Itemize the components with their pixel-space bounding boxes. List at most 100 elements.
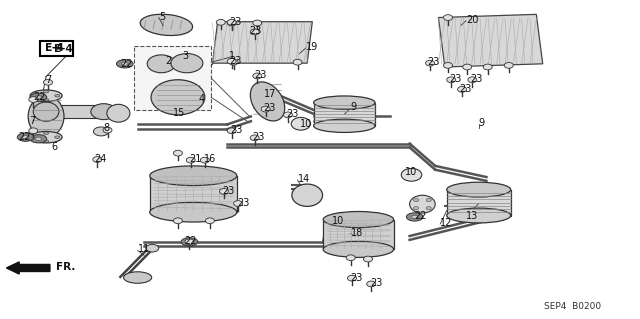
FancyArrow shape [6, 262, 50, 274]
Ellipse shape [32, 94, 37, 97]
Ellipse shape [426, 198, 431, 202]
Ellipse shape [22, 136, 29, 139]
Text: 23: 23 [470, 74, 483, 84]
Ellipse shape [147, 55, 175, 73]
Text: FR.: FR. [56, 262, 76, 272]
Ellipse shape [364, 256, 372, 262]
Text: 23: 23 [370, 278, 382, 288]
Text: 6: 6 [51, 142, 58, 152]
Ellipse shape [413, 207, 419, 210]
Ellipse shape [410, 195, 435, 213]
Text: 22: 22 [184, 236, 197, 246]
Ellipse shape [458, 86, 467, 92]
Ellipse shape [35, 137, 42, 140]
Polygon shape [438, 14, 543, 67]
Text: SEP4  B0200: SEP4 B0200 [545, 302, 602, 311]
Ellipse shape [171, 54, 203, 73]
Text: 22: 22 [33, 92, 46, 102]
Ellipse shape [30, 90, 62, 101]
Ellipse shape [447, 208, 511, 223]
Text: 23: 23 [255, 70, 267, 80]
Text: 10: 10 [404, 167, 417, 177]
Ellipse shape [426, 207, 431, 210]
Text: 5: 5 [159, 11, 165, 22]
Ellipse shape [444, 15, 452, 20]
Ellipse shape [103, 127, 112, 133]
Ellipse shape [292, 184, 323, 206]
Ellipse shape [250, 82, 285, 121]
Ellipse shape [35, 96, 42, 99]
Ellipse shape [444, 63, 452, 68]
Text: 18: 18 [351, 228, 363, 238]
Ellipse shape [44, 140, 49, 143]
Ellipse shape [323, 211, 394, 227]
Ellipse shape [28, 96, 64, 137]
Text: E-4: E-4 [45, 43, 63, 54]
Bar [40, 41, 73, 56]
Ellipse shape [200, 157, 209, 163]
Ellipse shape [220, 189, 228, 194]
Ellipse shape [227, 20, 236, 26]
Text: 23: 23 [264, 103, 276, 114]
Ellipse shape [30, 135, 47, 143]
Ellipse shape [227, 58, 236, 64]
Ellipse shape [32, 136, 37, 138]
Ellipse shape [250, 135, 259, 141]
Text: 23: 23 [351, 272, 363, 283]
Ellipse shape [261, 106, 270, 112]
Text: 11: 11 [138, 244, 150, 255]
Text: 4: 4 [198, 94, 205, 104]
Ellipse shape [234, 201, 243, 206]
Ellipse shape [30, 93, 47, 101]
Text: 12: 12 [440, 218, 452, 228]
Text: 23: 23 [223, 186, 235, 196]
Ellipse shape [468, 77, 477, 83]
Bar [314, 103, 375, 126]
Text: 9: 9 [479, 118, 485, 128]
Text: 14: 14 [298, 174, 310, 184]
Text: 10: 10 [300, 119, 312, 129]
Polygon shape [212, 22, 312, 63]
Ellipse shape [55, 136, 60, 138]
Ellipse shape [150, 202, 237, 222]
Ellipse shape [91, 104, 116, 120]
Ellipse shape [227, 128, 236, 134]
Ellipse shape [33, 102, 59, 121]
Ellipse shape [44, 99, 49, 101]
Text: 1: 1 [229, 51, 236, 61]
Text: 21: 21 [189, 154, 201, 165]
Ellipse shape [284, 112, 292, 118]
Ellipse shape [229, 59, 238, 65]
Ellipse shape [151, 80, 205, 115]
Text: 17: 17 [264, 89, 276, 99]
Text: E-4: E-4 [54, 44, 73, 55]
Text: 23: 23 [252, 132, 264, 142]
Ellipse shape [185, 239, 194, 245]
Ellipse shape [367, 281, 376, 287]
Bar [447, 189, 511, 216]
Ellipse shape [205, 218, 214, 224]
Text: 23: 23 [250, 26, 262, 36]
Ellipse shape [146, 244, 159, 252]
Text: 23: 23 [229, 56, 241, 66]
Ellipse shape [447, 77, 456, 83]
Text: 23: 23 [237, 197, 249, 208]
Ellipse shape [348, 275, 356, 281]
Text: 13: 13 [466, 211, 478, 221]
Ellipse shape [44, 79, 52, 85]
Ellipse shape [44, 132, 49, 134]
Text: 20: 20 [466, 15, 478, 25]
Ellipse shape [107, 104, 130, 122]
Ellipse shape [253, 73, 262, 79]
Ellipse shape [412, 215, 418, 219]
Ellipse shape [186, 240, 193, 243]
Text: 23: 23 [287, 109, 299, 119]
Text: 24: 24 [95, 154, 107, 164]
Ellipse shape [124, 272, 152, 283]
Ellipse shape [401, 168, 422, 181]
Ellipse shape [253, 20, 262, 26]
Text: 23: 23 [428, 57, 440, 67]
Text: 19: 19 [306, 42, 318, 52]
Ellipse shape [29, 97, 38, 102]
Ellipse shape [44, 90, 49, 93]
